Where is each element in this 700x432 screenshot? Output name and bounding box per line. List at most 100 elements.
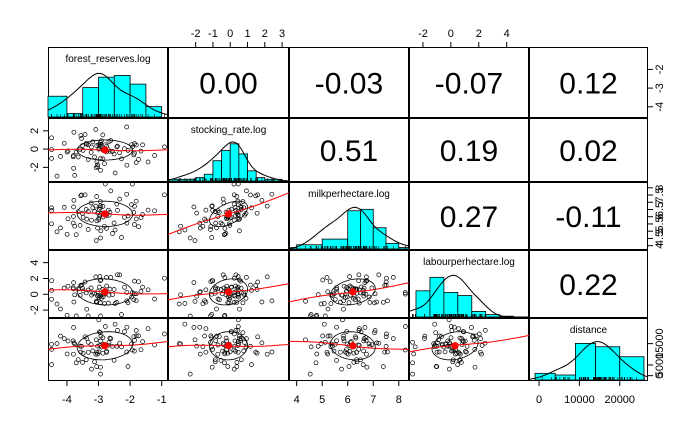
scatter-point — [410, 339, 415, 345]
scatter-point — [136, 279, 141, 285]
scatter-point — [235, 324, 241, 329]
scatter-point — [213, 338, 219, 344]
scatter-point — [97, 142, 103, 148]
scatter-point — [340, 317, 345, 323]
scatter-point — [98, 371, 103, 377]
scatter-point — [455, 362, 461, 367]
scatter-point — [136, 333, 141, 339]
scatter-point — [152, 153, 157, 158]
scatter-point — [383, 334, 389, 340]
scatter-point — [49, 156, 54, 161]
scatter-point — [140, 142, 145, 148]
scatter-point — [314, 312, 320, 318]
scatter-panel — [47, 181, 169, 243]
scatter-point — [73, 232, 79, 238]
scatter-point — [259, 197, 265, 203]
scatter-point — [235, 317, 241, 323]
scatter-point — [248, 282, 253, 288]
scatter-point — [54, 229, 60, 235]
scatter-point — [382, 349, 388, 355]
scatter-point — [110, 343, 115, 349]
scatter-point — [131, 210, 137, 215]
scatter-point — [58, 154, 63, 159]
scatter-point — [334, 324, 339, 330]
correlation-value: 0.22 — [559, 269, 617, 302]
scatter-point — [98, 228, 104, 234]
scatter-point — [254, 210, 260, 216]
scatter-point — [436, 349, 442, 355]
correlation-value: 0.12 — [559, 68, 617, 101]
scatter-point — [93, 337, 99, 343]
scatter-point — [64, 231, 70, 237]
scatter-point — [255, 279, 261, 285]
scatter-point — [82, 192, 88, 198]
scatter-point — [108, 275, 114, 280]
scatter-point — [114, 201, 120, 207]
scatter-point — [80, 214, 86, 220]
scatter-point — [133, 198, 139, 204]
scatter-point — [49, 135, 54, 141]
scatter-point — [422, 333, 428, 339]
scatter-point — [235, 349, 241, 355]
scatter-point — [325, 289, 331, 295]
scatter-point — [412, 344, 418, 350]
correlation-ellipse — [431, 331, 479, 361]
histogram-bar — [145, 106, 163, 118]
scatter-point — [374, 299, 380, 305]
scatter-point — [237, 306, 242, 312]
scatter-point — [255, 192, 261, 198]
scatter-point — [129, 341, 134, 347]
mean-point — [101, 288, 109, 296]
tick-label: 5 — [654, 228, 666, 234]
scatter-point — [362, 280, 368, 285]
scatter-point — [235, 291, 241, 297]
scatter-point — [194, 343, 200, 349]
scatter-point — [222, 231, 228, 237]
variable-label: forest_reserves.log — [65, 54, 150, 65]
scatter-point — [129, 294, 134, 300]
correlation-ellipse — [209, 331, 248, 361]
smooth-line — [289, 340, 410, 350]
panel-border — [168, 250, 289, 318]
scatter-point — [64, 351, 70, 357]
scatter-panel — [47, 272, 169, 319]
scatter-point — [410, 371, 415, 377]
scatter-point — [72, 173, 78, 178]
scatter-point — [244, 188, 249, 194]
tick-label: -2 — [29, 162, 41, 172]
scatter-point — [338, 349, 343, 355]
mean-point — [224, 288, 233, 296]
tick-label: 0 — [448, 28, 454, 40]
scatter-point — [357, 326, 362, 332]
correlation-ellipse — [209, 278, 248, 306]
scatter-point — [131, 297, 137, 303]
scatter-point — [111, 151, 117, 157]
scatter-point — [152, 296, 157, 302]
scatter-point — [341, 338, 347, 344]
scatter-point — [259, 299, 265, 305]
scatter-point — [80, 350, 86, 356]
scatter-panel — [289, 317, 410, 377]
scatter-point — [145, 326, 151, 332]
scatter-point — [108, 336, 114, 341]
scatter-point — [434, 349, 440, 355]
scatter-point — [232, 205, 238, 210]
scatter-point — [376, 272, 382, 278]
scatter-point — [115, 208, 120, 213]
scatter-point — [361, 285, 367, 291]
scatter-point — [85, 227, 91, 232]
scatter-point — [479, 343, 485, 348]
scatter-point — [238, 278, 244, 284]
histogram-forest_reserves.log — [47, 75, 163, 118]
scatter-point — [49, 221, 54, 227]
scatter-point — [77, 223, 83, 228]
scatter-point — [115, 143, 120, 149]
scatter-point — [119, 235, 124, 240]
panel-border — [168, 118, 289, 182]
scatter-point — [346, 300, 352, 305]
tick-label: 15000 — [654, 328, 666, 359]
tick-label: 2 — [262, 28, 268, 40]
scatter-point — [321, 301, 327, 306]
scatter-point — [342, 349, 348, 355]
scatter-point — [82, 132, 88, 137]
